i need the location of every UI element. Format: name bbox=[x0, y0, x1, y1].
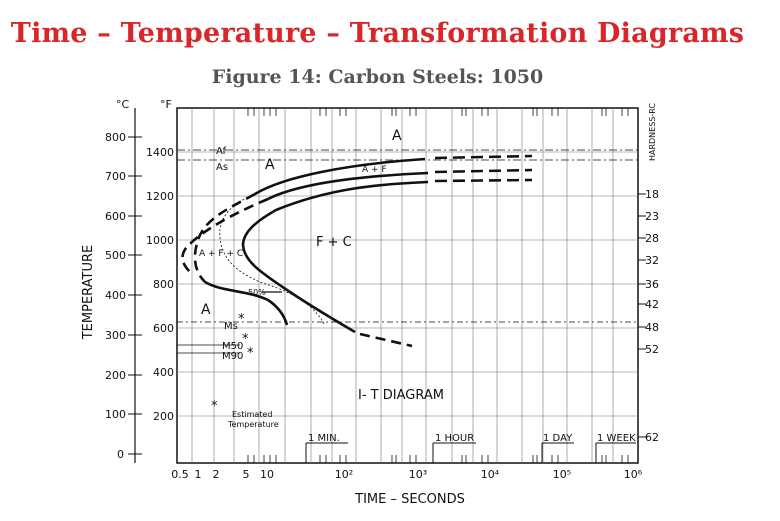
start-curve-upper bbox=[254, 157, 426, 196]
time-marker-min: 1 MIN. bbox=[308, 433, 340, 444]
celsius-tick-label: 300 bbox=[105, 329, 126, 342]
star-marker: * bbox=[242, 332, 249, 347]
fahrenheit-tick-label: 400 bbox=[153, 366, 174, 379]
time-tick-labels: 0.5 1 2 5 10 10² 10³ 10⁴ 10⁵ 10⁶ bbox=[171, 468, 643, 481]
celsius-tick-labels: 800 700 600 500 400 300 200 100 0 bbox=[105, 131, 126, 461]
time-tick-label: 10⁶ bbox=[624, 468, 643, 481]
bottom-minor-ticks bbox=[247, 455, 629, 463]
hardness-tick-label: 28 bbox=[645, 232, 659, 245]
star-marker: * bbox=[247, 346, 254, 361]
m90-label: M90 bbox=[222, 351, 243, 362]
time-tick-label: 10 bbox=[260, 468, 274, 481]
hardness-tick-label: 32 bbox=[645, 254, 659, 267]
plot-frame bbox=[176, 107, 639, 464]
legend-text-estimated: Estimated bbox=[232, 410, 272, 419]
af-label: Af bbox=[216, 146, 226, 157]
y-axis-label: TEMPERATURE bbox=[81, 245, 96, 341]
a-f-c-label: A + F + C bbox=[199, 249, 243, 259]
hardness-tick-label: 52 bbox=[645, 343, 659, 356]
finish-curve-lower bbox=[241, 208, 356, 334]
temperature-gridlines bbox=[177, 151, 638, 417]
celsius-tick-label: 700 bbox=[105, 170, 126, 183]
f-plus-c-label: F + C bbox=[316, 235, 352, 250]
time-marker-labels: 1 MIN. 1 HOUR 1 DAY 1 WEEK bbox=[308, 433, 636, 444]
time-tick-label: 5 bbox=[243, 468, 250, 481]
figure-subtitle: Figure 14: Carbon Steels: 1050 bbox=[211, 66, 544, 88]
hardness-tick-label: 23 bbox=[645, 210, 659, 223]
fahrenheit-tick-label: 200 bbox=[153, 410, 174, 423]
fahrenheit-tick-label: 1000 bbox=[146, 234, 174, 247]
fahrenheit-tick-labels: 1400 1200 1000 800 600 400 200 bbox=[146, 146, 174, 423]
celsius-tick-label: 0 bbox=[117, 448, 124, 461]
hardness-tick-label: 42 bbox=[645, 298, 659, 311]
time-tick-label: 10³ bbox=[409, 468, 427, 481]
start-curve-lower bbox=[204, 280, 289, 326]
mid-curve-nose bbox=[181, 197, 269, 273]
hardness-tick-label: 48 bbox=[645, 321, 659, 334]
legend-star: * bbox=[211, 399, 218, 414]
mid-curve-upper-dashed bbox=[434, 168, 533, 174]
ms-label: Ms bbox=[224, 321, 238, 332]
time-marker-hour: 1 HOUR bbox=[435, 433, 474, 444]
start-curve-nose bbox=[193, 192, 256, 283]
hardness-ticks bbox=[638, 193, 646, 438]
time-marker-lines bbox=[305, 442, 636, 463]
time-tick-label: 2 bbox=[213, 468, 220, 481]
mid-curve-upper bbox=[267, 171, 429, 201]
time-marker-week: 1 WEEK bbox=[597, 433, 636, 444]
hardness-tick-labels: 18 23 28 32 36 42 48 52 62 bbox=[645, 188, 659, 444]
star-marker: * bbox=[238, 312, 245, 327]
celsius-ticks bbox=[128, 136, 142, 455]
austenite-low-label: A bbox=[201, 302, 211, 318]
hardness-label: HARDNESS-RC bbox=[648, 103, 657, 161]
celsius-tick-label: 600 bbox=[105, 210, 126, 223]
transformation-curves bbox=[181, 154, 533, 348]
diagram-name: I- T DIAGRAM bbox=[358, 388, 444, 403]
a-plus-f-label: A + F bbox=[362, 165, 387, 175]
m50-label: M50 bbox=[222, 341, 243, 352]
fahrenheit-unit: °F bbox=[160, 98, 172, 111]
fahrenheit-tick-label: 1200 bbox=[146, 190, 174, 203]
legend-text-temperature: Temperature bbox=[227, 420, 279, 429]
time-tick-label: 10² bbox=[335, 468, 353, 481]
estimated-temperature-stars: * * * * bbox=[211, 312, 254, 414]
time-tick-label: 1 bbox=[195, 468, 202, 481]
time-tick-label: 10⁴ bbox=[481, 468, 500, 481]
celsius-tick-label: 800 bbox=[105, 131, 126, 144]
finish-curve-upper bbox=[275, 180, 429, 212]
time-tick-label: 0.5 bbox=[171, 468, 189, 481]
fahrenheit-tick-label: 1400 bbox=[146, 146, 174, 159]
celsius-tick-label: 100 bbox=[105, 408, 126, 421]
finish-curve-upper-dashed bbox=[434, 178, 533, 183]
finish-curve-lower-dashed bbox=[359, 332, 413, 348]
celsius-unit: °C bbox=[116, 98, 130, 111]
hardness-tick-label: 18 bbox=[645, 188, 659, 201]
page-title: Time – Temperature – Transformation Diag… bbox=[10, 18, 745, 49]
austenite-mid-label: A bbox=[265, 157, 275, 173]
celsius-tick-label: 500 bbox=[105, 249, 126, 262]
x-axis-label: TIME – SECONDS bbox=[354, 492, 465, 507]
top-minor-ticks bbox=[247, 108, 629, 116]
time-marker-day: 1 DAY bbox=[543, 433, 573, 444]
time-tick-label: 10⁵ bbox=[553, 468, 571, 481]
fifty-percent-label: 50% bbox=[248, 288, 266, 297]
celsius-tick-label: 200 bbox=[105, 369, 126, 382]
as-label: As bbox=[216, 162, 228, 173]
austenite-top-label: A bbox=[392, 128, 402, 144]
celsius-tick-label: 400 bbox=[105, 289, 126, 302]
fahrenheit-tick-label: 800 bbox=[153, 278, 174, 291]
start-curve-upper-dashed bbox=[434, 154, 533, 160]
fahrenheit-tick-label: 600 bbox=[153, 322, 174, 335]
hardness-tick-label: 62 bbox=[645, 431, 659, 444]
hardness-tick-label: 36 bbox=[645, 278, 659, 291]
